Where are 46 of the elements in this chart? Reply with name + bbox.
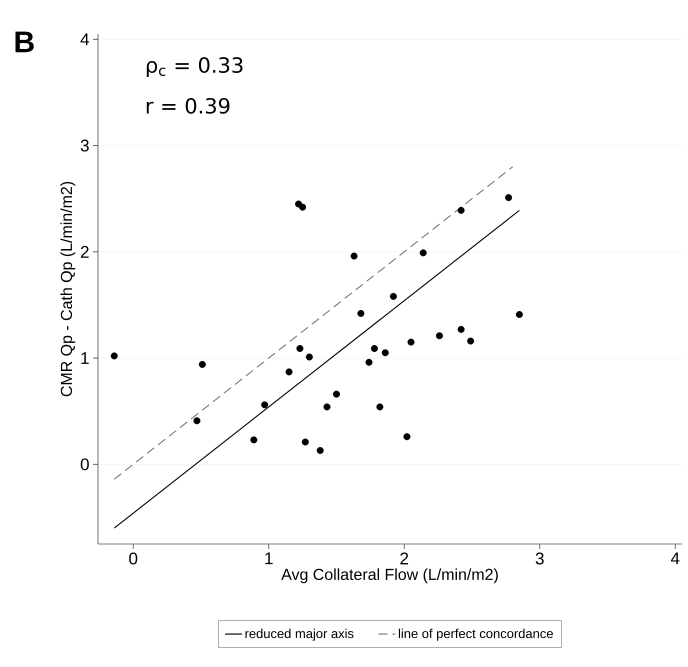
legend-label: reduced major axis [245, 628, 354, 641]
y-tick-label: 4 [80, 33, 89, 46]
text: B [16, 32, 34, 52]
point [408, 338, 414, 346]
y-tick-label: 2 [80, 246, 89, 258]
point [286, 368, 293, 376]
point [302, 438, 309, 446]
point [332, 390, 340, 398]
y-tick-label: 1 [81, 352, 89, 364]
legend-label: line of perfect concordance [398, 628, 553, 641]
point [261, 401, 268, 408]
point [299, 204, 306, 211]
y-axis-title: CMR Qp - Cath Qp (L/min/m2) [60, 182, 76, 396]
point [505, 194, 512, 202]
point [382, 349, 389, 356]
point [390, 292, 397, 300]
x-axis-title: Avg Collateral Flow (L/min/m2) [281, 568, 498, 584]
point [516, 311, 523, 318]
x-tick-label: 3 [536, 552, 544, 564]
x-tick-label: 1 [265, 552, 273, 564]
point [193, 417, 200, 424]
x-tick-label: 0 [129, 552, 138, 564]
annotation: r = 0.39 [146, 98, 230, 114]
point [366, 358, 372, 366]
point [250, 436, 258, 444]
point [458, 206, 465, 214]
point [350, 252, 358, 260]
point [370, 345, 378, 352]
point [316, 447, 324, 454]
y-tick-label: 0 [80, 458, 89, 470]
point [376, 403, 384, 410]
point [324, 403, 330, 410]
point [436, 332, 443, 340]
point [296, 345, 304, 352]
point [467, 338, 474, 345]
x-tick-label: 4 [670, 552, 680, 564]
point [357, 310, 364, 317]
point [198, 360, 206, 368]
point [458, 326, 465, 333]
y-tick-label: 3 [80, 140, 89, 152]
point [403, 433, 410, 440]
annotation: ρ$_{c}$ = 0.33 [146, 57, 242, 78]
x-tick-label: 2 [400, 552, 408, 564]
point [306, 354, 313, 360]
point [110, 352, 118, 360]
point [420, 249, 427, 256]
